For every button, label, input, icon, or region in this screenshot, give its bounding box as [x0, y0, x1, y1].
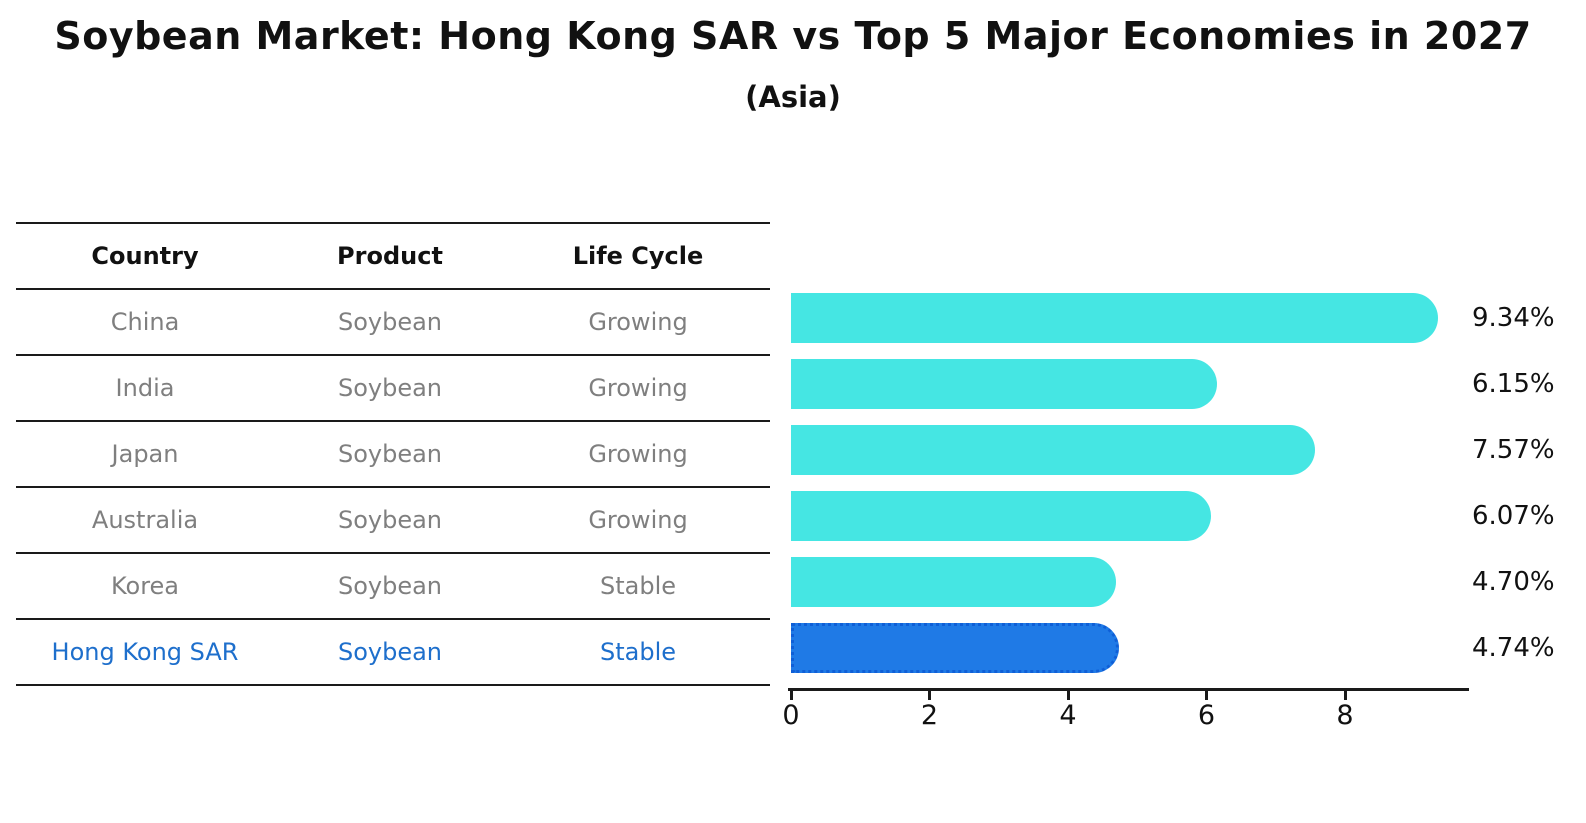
bar-australia [791, 491, 1211, 541]
table-row-hong-kong-sar: Hong Kong SAR Soybean Stable [16, 620, 770, 686]
x-axis-line [788, 688, 1469, 691]
cell-country: Hong Kong SAR [51, 638, 239, 666]
x-tick-label: 0 [782, 700, 800, 731]
cell-product: Soybean [337, 572, 443, 600]
bar-india [791, 359, 1217, 409]
value-label-india: 6.15% [1472, 369, 1555, 399]
cell-life-cycle: Growing [588, 440, 688, 468]
bar-china [791, 293, 1438, 343]
cell-country: India [115, 374, 175, 402]
table-row-japan: Japan Soybean Growing [16, 422, 770, 488]
cell-product: Soybean [337, 506, 443, 534]
cell-life-cycle: Stable [599, 638, 677, 666]
bar-japan [791, 425, 1315, 475]
table-header-row: Country Product Life Cycle [16, 224, 770, 290]
x-tick [1066, 691, 1070, 700]
cell-life-cycle: Growing [588, 506, 688, 534]
x-tick-label: 4 [1059, 700, 1077, 731]
chart-subtitle: (Asia) [745, 80, 841, 114]
header-cell-life-cycle: Life Cycle [572, 242, 704, 270]
cell-life-cycle: Growing [588, 308, 688, 336]
table-row-india: India Soybean Growing [16, 356, 770, 422]
value-label-korea: 4.70% [1472, 567, 1555, 597]
value-label-australia: 6.07% [1472, 501, 1555, 531]
x-tick-label: 8 [1336, 700, 1354, 731]
cell-product: Soybean [337, 308, 443, 336]
cell-country: Australia [91, 506, 199, 534]
cell-life-cycle: Growing [588, 374, 688, 402]
cell-country: China [110, 308, 180, 336]
x-tick [928, 691, 931, 700]
header-cell-country: Country [91, 242, 199, 270]
value-label-china: 9.34% [1472, 303, 1555, 333]
chart-title: Soybean Market: Hong Kong SAR vs Top 5 M… [54, 14, 1532, 58]
x-tick-label: 2 [920, 700, 939, 731]
table-row-china: China Soybean Growing [16, 290, 770, 356]
bar-korea [791, 557, 1116, 607]
bar-hong-kong-sar [791, 623, 1119, 673]
x-tick [1205, 691, 1208, 700]
x-tick-label: 6 [1197, 700, 1216, 731]
table-row-korea: Korea Soybean Stable [16, 554, 770, 620]
value-label-japan: 7.57% [1472, 435, 1555, 465]
cell-product: Soybean [337, 440, 443, 468]
cell-country: Japan [111, 440, 179, 468]
cell-country: Korea [110, 572, 180, 600]
header-cell-product: Product [337, 242, 443, 270]
value-label-hong-kong-sar: 4.74% [1472, 633, 1555, 663]
cell-product: Soybean [337, 374, 443, 402]
x-tick [1343, 691, 1347, 700]
table-row-australia: Australia Soybean Growing [16, 488, 770, 554]
cell-product: Soybean [337, 638, 443, 666]
comparison-table: Country Product Life Cycle China Soybean G… [16, 222, 770, 686]
x-tick [789, 691, 793, 700]
cell-life-cycle: Stable [599, 572, 677, 600]
